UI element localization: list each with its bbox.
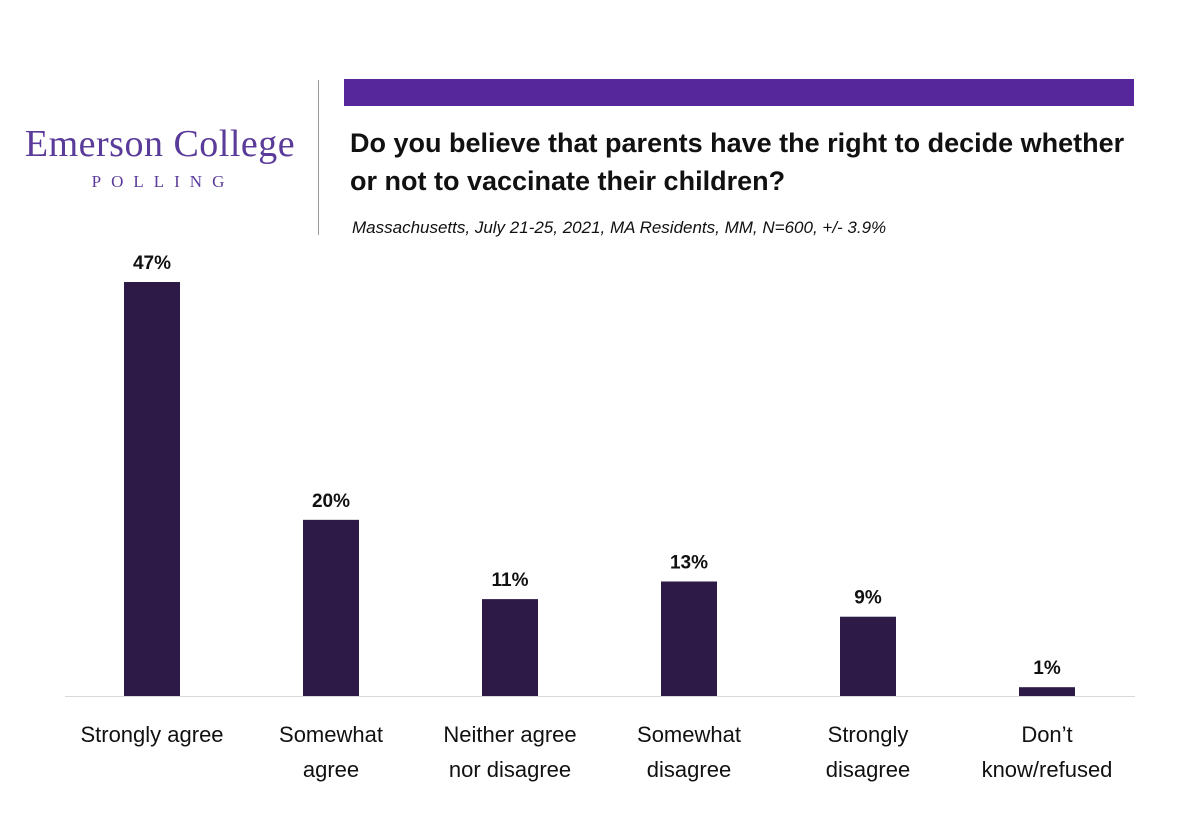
bar <box>482 599 538 696</box>
category-label: Strongly disagree <box>826 722 910 782</box>
chart-title: Do you believe that parents have the rig… <box>350 128 1125 196</box>
category-label: Somewhat disagree <box>637 722 741 782</box>
category-label: Strongly agree <box>80 722 223 747</box>
brand-logo: Emerson College POLLING <box>20 122 300 192</box>
bar <box>840 616 896 696</box>
bar <box>124 282 180 696</box>
category-label: Neither agree nor disagree <box>443 722 576 782</box>
data-label: 47% <box>133 253 171 274</box>
logo-name: Emerson College <box>24 123 296 165</box>
category-label: Don’t know/refused <box>982 722 1113 782</box>
chart-subtitle: Massachusetts, July 21-25, 2021, MA Resi… <box>352 218 887 237</box>
logo-tagline: POLLING <box>91 172 235 191</box>
data-label: 11% <box>492 570 529 591</box>
data-label: 1% <box>1033 658 1061 679</box>
bar <box>1019 687 1075 696</box>
category-label: Somewhat agree <box>279 722 383 782</box>
bar <box>303 519 359 696</box>
data-label: 9% <box>854 588 882 609</box>
bar <box>661 581 717 696</box>
data-label: 13% <box>670 552 708 573</box>
header-accent-bar <box>344 79 1134 106</box>
data-label: 20% <box>312 491 350 512</box>
header-divider <box>318 80 319 235</box>
